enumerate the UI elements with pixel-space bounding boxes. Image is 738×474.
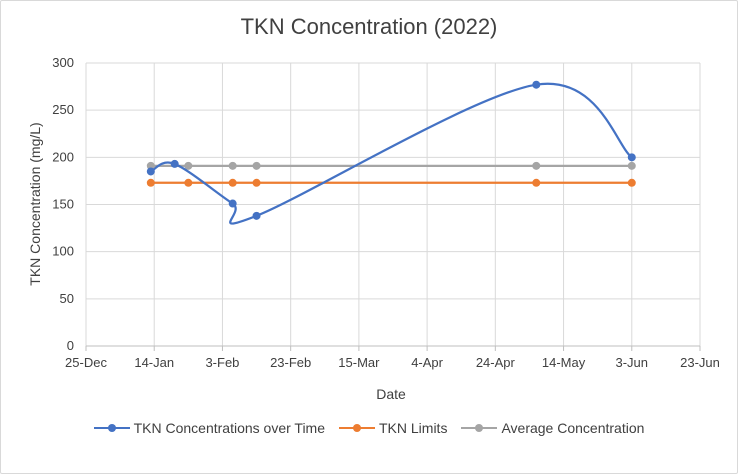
- data-point: [228, 199, 237, 208]
- data-point: [146, 178, 155, 187]
- data-point: [146, 161, 155, 170]
- data-point: [228, 161, 237, 170]
- data-point: [532, 161, 541, 170]
- y-tick-label: 0: [67, 338, 74, 353]
- data-point: [184, 161, 193, 170]
- y-tick-label: 300: [52, 55, 74, 70]
- y-tick-label: 150: [52, 197, 74, 212]
- data-point: [627, 178, 636, 187]
- y-tick-label: 200: [52, 149, 74, 164]
- data-point: [228, 178, 237, 187]
- x-tick-label: 3-Feb: [205, 355, 239, 370]
- x-tick-label: 25-Dec: [65, 355, 107, 370]
- legend-label: TKN Concentrations over Time: [133, 420, 325, 436]
- y-tick-label: 250: [52, 102, 74, 117]
- x-tick-label: 4-Apr: [411, 355, 443, 370]
- legend: TKN Concentrations over Time TKN Limits Av…: [0, 420, 738, 436]
- legend-label: TKN Limits: [379, 420, 448, 436]
- x-tick-label: 14-May: [542, 355, 586, 370]
- data-point: [252, 161, 261, 170]
- data-point: [146, 167, 155, 176]
- data-point: [252, 211, 261, 220]
- data-point: [627, 153, 636, 162]
- x-tick-label: 23-Jun: [680, 355, 720, 370]
- gridlines: [85, 62, 701, 347]
- data-point: [627, 161, 636, 170]
- series-line-0: [150, 82, 633, 225]
- legend-item: Average Concentration: [461, 420, 644, 436]
- x-tick-label: 23-Feb: [270, 355, 311, 370]
- data-point: [170, 159, 179, 168]
- x-tick-label: 14-Jan: [134, 355, 174, 370]
- tick-labels: 0 50 100 150 200 250 300 25-Dec 14-Jan 3-Feb 23-Fe…: [52, 55, 720, 370]
- chart-title: TKN Concentration (2022): [240, 14, 498, 39]
- legend-label: Average Concentration: [501, 420, 645, 436]
- legend-marker: [353, 424, 361, 432]
- legend-item: TKN Limits: [339, 420, 447, 436]
- x-axis-title: Date: [376, 386, 406, 402]
- x-tick-label: 24-Apr: [476, 355, 516, 370]
- legend-marker: [475, 424, 484, 432]
- series-layer: [146, 80, 636, 225]
- legend-swatch: [339, 420, 375, 436]
- x-tick-label: 15-Mar: [338, 355, 380, 370]
- y-tick-label: 50: [60, 291, 74, 306]
- legend-swatch: [93, 420, 130, 436]
- legend-marker: [107, 424, 116, 432]
- legend-swatch: [461, 420, 498, 436]
- y-tick-label: 100: [52, 244, 74, 259]
- data-point: [532, 178, 541, 187]
- data-point: [252, 178, 261, 187]
- data-point: [532, 80, 541, 89]
- y-axis-title: TKN Concentration (mg/L): [27, 122, 43, 285]
- legend-item: TKN Concentrations over Time: [93, 420, 325, 436]
- axes: [85, 345, 701, 351]
- x-tick-label: 3-Jun: [616, 355, 649, 370]
- data-point: [184, 178, 193, 187]
